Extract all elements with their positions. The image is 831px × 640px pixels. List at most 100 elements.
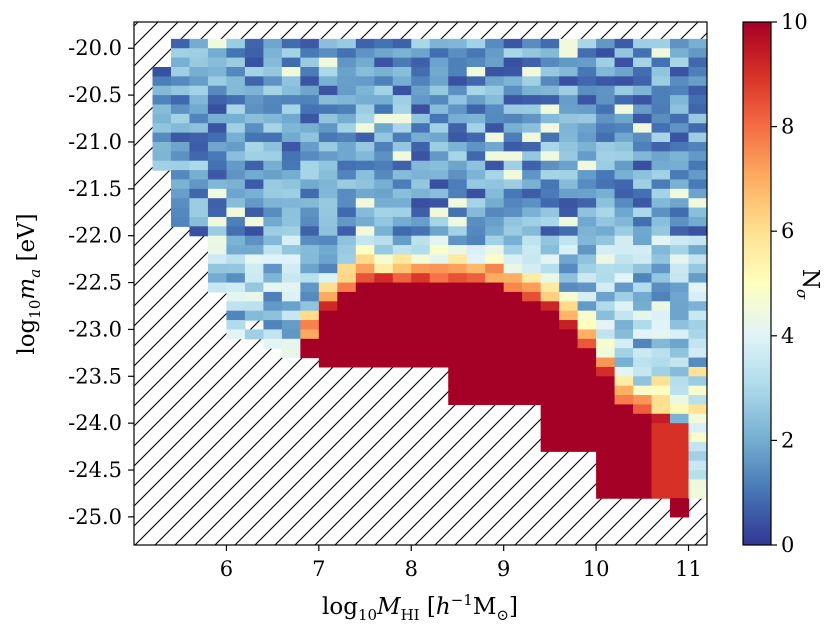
- heatmap-cell: [688, 104, 707, 115]
- heatmap-cell: [670, 507, 690, 518]
- heatmap-cell: [485, 310, 505, 321]
- y-tick-label: -23.5: [68, 364, 122, 388]
- heatmap-cell: [651, 216, 671, 227]
- heatmap-cell: [688, 357, 707, 368]
- heatmap-cell: [522, 104, 542, 115]
- heatmap-cell: [540, 254, 560, 265]
- heatmap-cell: [688, 273, 707, 284]
- heatmap-cell: [688, 320, 707, 331]
- heatmap-cell: [596, 395, 616, 406]
- heatmap-cell: [281, 123, 301, 134]
- heatmap-cell: [300, 263, 320, 274]
- heatmap-cell: [466, 132, 486, 143]
- heatmap-cell: [577, 301, 597, 312]
- heatmap-cell: [226, 141, 246, 152]
- heatmap-cell: [540, 216, 560, 227]
- heatmap-cell: [355, 282, 375, 293]
- y-axis-label: log10ma [eV]: [14, 213, 44, 354]
- heatmap-cell: [466, 85, 486, 96]
- heatmap-cell: [429, 95, 449, 106]
- heatmap-cell: [392, 170, 412, 181]
- heatmap-cell: [596, 160, 616, 171]
- heatmap-cell: [281, 338, 301, 349]
- heatmap-cell: [392, 263, 412, 274]
- heatmap-cell: [688, 95, 707, 106]
- heatmap-cell: [207, 282, 228, 293]
- heatmap-cell: [522, 235, 542, 246]
- heatmap-cell: [485, 95, 505, 106]
- heatmap-cell: [633, 432, 653, 443]
- heatmap-cell: [207, 113, 228, 124]
- heatmap-cell: [688, 76, 707, 87]
- heatmap-cell: [670, 207, 690, 218]
- heatmap-cell: [522, 329, 542, 340]
- heatmap-cell: [337, 301, 357, 312]
- heatmap-cell: [300, 85, 320, 96]
- heatmap-cell: [522, 179, 542, 190]
- heatmap-cell: [540, 320, 560, 331]
- heatmap-cell: [318, 85, 338, 96]
- heatmap-cell: [337, 48, 357, 59]
- heatmap-cell: [244, 254, 264, 265]
- heatmap-cell: [503, 273, 523, 284]
- heatmap-cell: [651, 310, 671, 321]
- heatmap-cell: [429, 329, 449, 340]
- heatmap-cell: [688, 291, 707, 302]
- heatmap-cell: [392, 76, 412, 87]
- heatmap-cell: [429, 348, 449, 359]
- heatmap-cell: [522, 366, 542, 377]
- heatmap-cell: [281, 160, 301, 171]
- heatmap-cell: [226, 104, 246, 115]
- heatmap-cell: [337, 104, 357, 115]
- heatmap-cell: [429, 282, 449, 293]
- heatmap-cell: [466, 57, 486, 68]
- heatmap-cell: [374, 151, 394, 162]
- heatmap-cell: [263, 245, 283, 256]
- heatmap-cell: [411, 132, 431, 143]
- heatmap-cell: [522, 273, 542, 284]
- heatmap-cell: [207, 151, 228, 162]
- heatmap-cell: [688, 226, 707, 237]
- heatmap-cell: [281, 310, 301, 321]
- heatmap-cell: [540, 57, 560, 68]
- heatmap-cell: [429, 291, 449, 302]
- heatmap-cell: [448, 310, 468, 321]
- heatmap-cell: [337, 179, 357, 190]
- heatmap-cell: [651, 329, 671, 340]
- heatmap-cell: [559, 104, 579, 115]
- heatmap-cell: [374, 95, 394, 106]
- heatmap-cell: [411, 160, 431, 171]
- heatmap-cell: [633, 385, 653, 396]
- heatmap-cell: [577, 123, 597, 134]
- heatmap-cell: [263, 170, 283, 181]
- heatmap-cell: [485, 141, 505, 152]
- heatmap-cell: [633, 470, 653, 480]
- heatmap-cell: [466, 310, 486, 321]
- heatmap-cell: [355, 348, 375, 359]
- heatmap-cell: [688, 376, 707, 387]
- heatmap-cell: [540, 170, 560, 181]
- heatmap-cell: [337, 348, 357, 359]
- heatmap-cell: [207, 245, 228, 256]
- heatmap-cell: [670, 282, 690, 293]
- heatmap-cell: [633, 216, 653, 227]
- heatmap-cell: [337, 66, 357, 77]
- heatmap-cell: [596, 310, 616, 321]
- heatmap-cell: [577, 291, 597, 302]
- heatmap-cell: [614, 235, 634, 246]
- heatmap-cell: [670, 48, 690, 59]
- heatmap-cell: [577, 235, 597, 246]
- heatmap-cell: [300, 245, 320, 256]
- heatmap-cell: [651, 160, 671, 171]
- heatmap-cell: [503, 348, 523, 359]
- heatmap-cell: [559, 132, 579, 143]
- heatmap-cell: [152, 85, 172, 96]
- heatmap-cell: [374, 245, 394, 256]
- heatmap-cell: [355, 57, 375, 68]
- heatmap-cell: [485, 338, 505, 349]
- heatmap-cell: [300, 207, 320, 218]
- heatmap-cell: [559, 310, 579, 321]
- heatmap-cell: [244, 160, 264, 171]
- heatmap-cell: [633, 188, 653, 199]
- heatmap-cell: [448, 188, 468, 199]
